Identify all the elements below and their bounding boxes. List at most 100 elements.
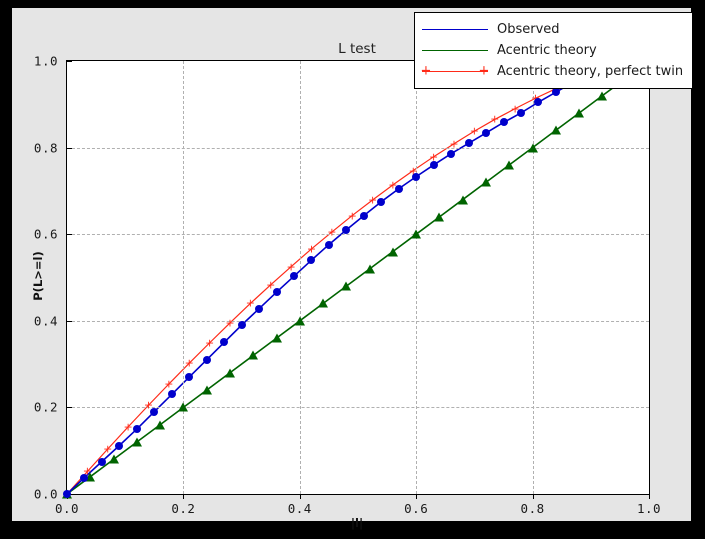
- data-point-marker: [412, 172, 421, 181]
- data-point-marker: [115, 441, 124, 450]
- y-tick-label: 0.8: [33, 140, 58, 156]
- data-point-marker: [342, 225, 351, 234]
- y-tick-label: 1.0: [33, 53, 58, 69]
- data-point-marker: [63, 490, 71, 498]
- data-point-marker: [318, 298, 329, 308]
- chart-title: L test: [338, 41, 376, 57]
- gridline-horizontal: [67, 320, 649, 322]
- data-point-marker: [324, 240, 333, 249]
- data-point-marker: [447, 149, 456, 158]
- legend-item-2: + + Acentric theory, perfect twin: [420, 61, 684, 82]
- data-point-marker: [429, 160, 438, 169]
- data-point-marker: [359, 211, 368, 220]
- x-tick: [299, 494, 301, 499]
- data-point-marker: [202, 355, 211, 364]
- data-point-marker: [457, 195, 468, 205]
- data-point-marker: [255, 304, 264, 313]
- plot-inner: 0.0 0.2 0.4 0.6 0.8 1.0 0.0 0.2 0.4 0.6 0.8 1.0 + + + +…: [34, 54, 661, 517]
- data-point-marker: +: [429, 150, 439, 164]
- legend-line: [422, 70, 488, 72]
- x-tick-label: 1.0: [636, 501, 662, 516]
- data-point-marker: [150, 407, 159, 416]
- x-tick-label: 0.8: [520, 501, 545, 516]
- data-point-marker: [155, 420, 166, 430]
- data-point-marker: [271, 333, 282, 343]
- data-point-marker: [411, 229, 422, 239]
- x-tick: [532, 494, 534, 499]
- data-point-marker: [597, 91, 608, 101]
- data-point-marker: [482, 128, 491, 137]
- data-point-marker: [80, 473, 89, 482]
- legend-label: Acentric theory, perfect twin: [497, 64, 684, 79]
- data-point-marker: [394, 184, 403, 193]
- y-tick: [67, 147, 72, 149]
- x-tick-label: 0.2: [171, 501, 196, 516]
- legend-item-1: Acentric theory: [422, 40, 683, 61]
- legend-line: [422, 49, 488, 51]
- gridline-horizontal: [67, 407, 649, 409]
- data-point-marker: [131, 437, 142, 447]
- data-point-marker: +: [449, 137, 459, 151]
- figure-canvas: L test 0.0 0.2 0.4 0.6 0.8 1.0 0.0 0.2 0.4 0.6 0.8…: [12, 8, 694, 530]
- data-point-marker: [237, 321, 246, 330]
- x-tick: [183, 494, 185, 499]
- data-point-marker: [341, 281, 352, 291]
- data-point-marker: [85, 472, 96, 482]
- data-point-marker: [464, 139, 473, 148]
- y-tick: [67, 61, 72, 62]
- data-point-marker: [167, 390, 176, 399]
- legend-plus-icon: +: [478, 63, 490, 78]
- data-point-marker: [97, 457, 106, 466]
- gridline-horizontal: [67, 234, 649, 236]
- data-point-marker: [551, 88, 560, 97]
- series-line: [66, 88, 557, 495]
- data-point-marker: [516, 108, 525, 117]
- data-point-marker: [289, 272, 298, 281]
- data-point-marker: [201, 385, 212, 395]
- legend-label: Acentric theory: [497, 43, 597, 58]
- data-point-marker: +: [143, 398, 154, 412]
- data-point-marker: +: [408, 164, 418, 178]
- data-point-marker: +: [510, 102, 520, 116]
- x-tick-label: 0.4: [287, 501, 312, 516]
- data-point-marker: +: [164, 377, 174, 391]
- y-tick: [67, 320, 72, 322]
- legend-marker-triangle-icon: [422, 44, 488, 58]
- gridline-vertical: [183, 61, 185, 494]
- y-tick-label: 0.6: [33, 226, 58, 242]
- data-point-marker: +: [306, 242, 317, 256]
- data-point-marker: [132, 425, 141, 434]
- data-point-marker: [248, 350, 259, 360]
- y-tick-label: 0.4: [33, 313, 58, 329]
- data-point-marker: [481, 177, 492, 187]
- data-point-marker: [387, 247, 398, 257]
- gridline-vertical: [299, 61, 301, 494]
- data-point-marker: +: [204, 336, 215, 350]
- data-point-marker: [294, 316, 305, 326]
- legend-plus-icon: +: [420, 63, 432, 78]
- data-point-marker: +: [266, 278, 276, 292]
- data-point-marker: [178, 402, 189, 412]
- plot-area: 0.0 0.2 0.4 0.6 0.8 1.0 0.0 0.2 0.4 0.6 0.8 1.0 + + + +…: [34, 54, 661, 517]
- data-point-marker: [504, 160, 515, 170]
- data-point-marker: [307, 256, 316, 265]
- data-point-marker: +: [123, 420, 133, 434]
- data-point-marker: [364, 264, 375, 274]
- data-point-marker: +: [347, 209, 357, 223]
- data-point-marker: [574, 108, 585, 118]
- data-point-marker: [224, 368, 235, 378]
- x-tick-label: 0.6: [404, 501, 429, 516]
- y-tick-label: 0.0: [33, 486, 58, 502]
- y-tick-label: 0.2: [33, 399, 58, 415]
- legend-item-0: Observed: [422, 19, 683, 40]
- data-point-marker: [220, 338, 229, 347]
- legend-marker-circle-icon: [422, 23, 488, 37]
- y-axis-title: P(L>=l): [31, 251, 45, 301]
- data-point-marker: +: [367, 193, 378, 207]
- legend-label: Observed: [497, 22, 560, 37]
- legend-marker-plus-icon: + +: [420, 63, 490, 79]
- data-point-marker: [272, 288, 281, 297]
- x-tick-label: 0.0: [54, 501, 80, 516]
- data-point-marker: [550, 125, 561, 135]
